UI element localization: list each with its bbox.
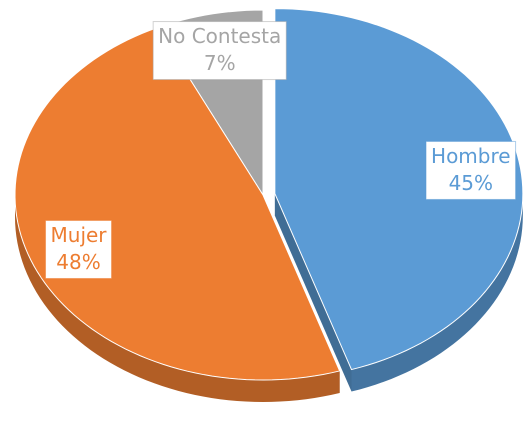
data-label: Mujer 48%: [45, 219, 113, 279]
data-label-value: 48%: [56, 250, 100, 274]
pie-slice: [274, 8, 523, 371]
data-label-box: [152, 21, 287, 81]
slice-side: [351, 193, 523, 392]
data-label-category: Mujer: [51, 223, 108, 247]
data-label-category: Hombre: [431, 144, 511, 168]
slice-group: [274, 8, 523, 392]
data-label-category: No Contesta: [158, 24, 281, 48]
pie-slice: [14, 27, 341, 381]
slice-group: [14, 27, 341, 402]
data-label: No Contesta 7%: [152, 21, 287, 81]
data-label-value: 7%: [204, 51, 236, 75]
data-label-box: [45, 219, 113, 279]
data-label-box: [425, 140, 517, 200]
slice-side: [15, 195, 340, 402]
data-label: Hombre 45%: [425, 140, 517, 200]
slice-cut-face: [274, 193, 352, 392]
data-label-value: 45%: [449, 171, 493, 195]
